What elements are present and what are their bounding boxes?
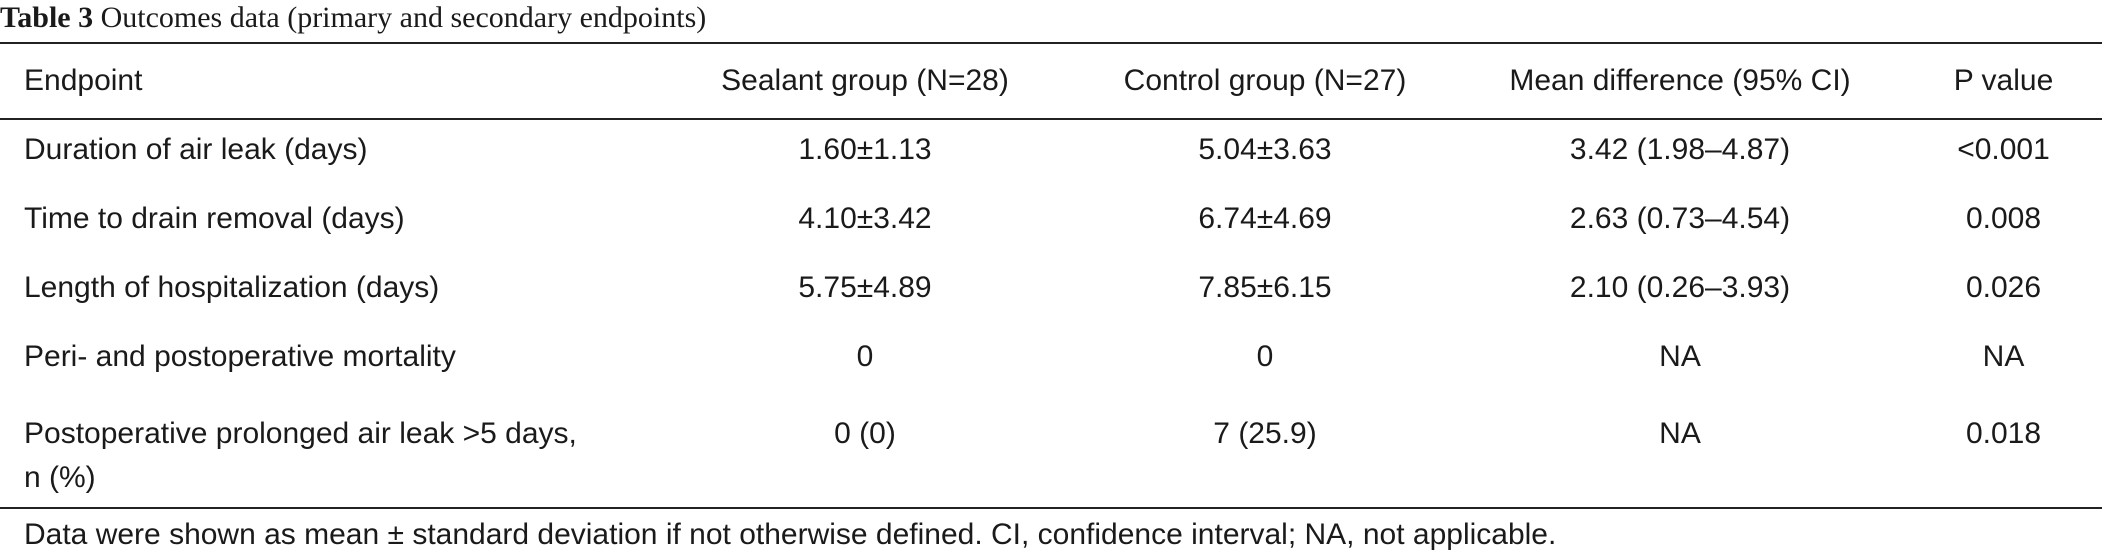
cell-endpoint-line1: Postoperative prolonged air leak >5 days…: [24, 417, 577, 450]
table-row: Duration of air leak (days) 1.60±1.13 5.…: [0, 118, 2102, 195]
table-row: Postoperative prolonged air leak >5 days…: [0, 402, 2102, 516]
cell-sealant: 0 (0): [834, 417, 896, 450]
header-mean-difference: Mean difference (95% CI): [1509, 64, 1851, 97]
cell-control: 0: [1256, 340, 1274, 373]
cell-p-value: 0.026: [1965, 271, 2042, 304]
cell-control: 5.04±3.63: [1198, 133, 1332, 166]
table-row: Length of hospitalization (days) 5.75±4.…: [0, 264, 2102, 333]
header-control: Control group (N=27): [1123, 64, 1407, 97]
cell-p-value: 0.018: [1965, 417, 2042, 450]
cell-endpoint-line2: n (%): [24, 461, 96, 494]
cell-control: 7.85±6.15: [1198, 271, 1332, 304]
table-footnote: Data were shown as mean ± standard devia…: [24, 518, 1557, 551]
cell-sealant: 1.60±1.13: [798, 133, 932, 166]
table-caption: Table 3 Outcomes data (primary and secon…: [0, 0, 706, 40]
cell-mean-difference: NA: [1659, 417, 1701, 450]
cell-endpoint: Duration of air leak (days): [24, 133, 368, 166]
table-label: Table 3: [0, 1, 94, 34]
cell-sealant: 4.10±3.42: [798, 202, 932, 235]
cell-mean-difference: NA: [1659, 340, 1701, 373]
outcomes-table: Endpoint Sealant group (N=28) Control gr…: [0, 44, 2102, 516]
cell-p-value: 0.008: [1965, 202, 2042, 235]
header-rule: [0, 118, 2102, 120]
header-endpoint: Endpoint: [24, 64, 143, 97]
cell-endpoint: Peri- and postoperative mortality: [24, 340, 456, 373]
cell-endpoint: Length of hospitalization (days): [24, 271, 440, 304]
cell-p-value: NA: [1982, 340, 2025, 373]
bottom-rule: [0, 507, 2102, 509]
header-p-value: P value: [1953, 64, 2054, 97]
cell-mean-difference: 2.10 (0.26–3.93): [1569, 271, 1791, 304]
cell-control: 7 (25.9): [1213, 417, 1317, 450]
cell-endpoint: Time to drain removal (days): [24, 202, 405, 235]
cell-p-value: <0.001: [1957, 133, 2050, 166]
cell-endpoint: Postoperative prolonged air leak >5 days…: [0, 402, 655, 516]
table-header-row: Endpoint Sealant group (N=28) Control gr…: [0, 44, 2102, 118]
header-sealant: Sealant group (N=28): [721, 64, 1009, 97]
table-row: Time to drain removal (days) 4.10±3.42 6…: [0, 195, 2102, 264]
cell-mean-difference: 3.42 (1.98–4.87): [1569, 133, 1791, 166]
top-rule: [0, 42, 2102, 44]
cell-sealant: 0: [856, 340, 874, 373]
cell-mean-difference: 2.63 (0.73–4.54): [1569, 202, 1791, 235]
cell-control: 6.74±4.69: [1198, 202, 1332, 235]
table-row: Peri- and postoperative mortality 0 0 NA…: [0, 333, 2102, 402]
cell-sealant: 5.75±4.89: [798, 271, 932, 304]
table-title: Outcomes data (primary and secondary end…: [100, 1, 707, 34]
